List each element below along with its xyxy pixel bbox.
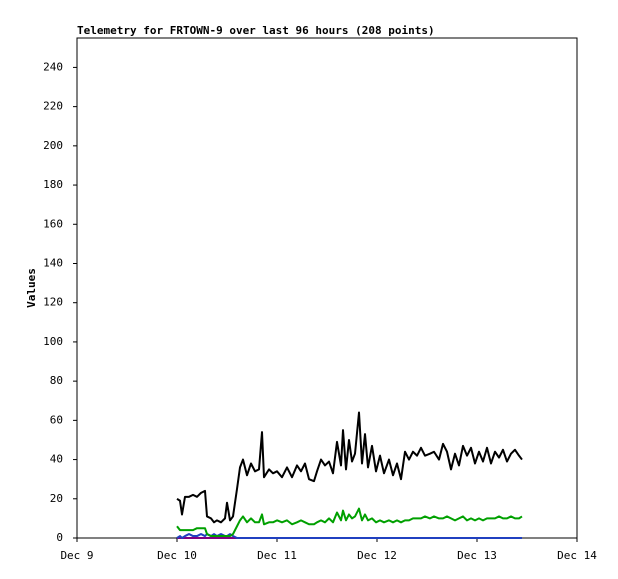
- x-tick-label: Dec 12: [357, 549, 397, 562]
- x-tick-label: Dec 10: [157, 549, 197, 562]
- y-tick-label: 100: [43, 335, 63, 348]
- series-line: [176, 507, 523, 538]
- y-tick-label: 220: [43, 100, 63, 113]
- y-tick-label: 0: [56, 531, 63, 544]
- chart-title: Telemetry for FRTOWN-9 over last 96 hour…: [77, 24, 435, 37]
- y-tick-label: 160: [43, 217, 63, 230]
- y-tick-label: 180: [43, 178, 63, 191]
- x-tick-label: Dec 11: [257, 549, 297, 562]
- x-tick-label: Dec 14: [557, 549, 597, 562]
- y-tick-label: 200: [43, 139, 63, 152]
- y-tick-label: 80: [50, 374, 63, 387]
- y-tick-label: 140: [43, 256, 63, 269]
- y-axis-label: Values: [25, 268, 38, 308]
- y-tick-label: 60: [50, 413, 63, 426]
- y-tick-label: 20: [50, 492, 63, 505]
- series-line: [176, 411, 523, 524]
- y-tick-label: 240: [43, 60, 63, 73]
- x-tick-label: Dec 9: [60, 549, 93, 562]
- y-tick-label: 120: [43, 296, 63, 309]
- y-tick-label: 40: [50, 453, 63, 466]
- x-tick-label: Dec 13: [457, 549, 497, 562]
